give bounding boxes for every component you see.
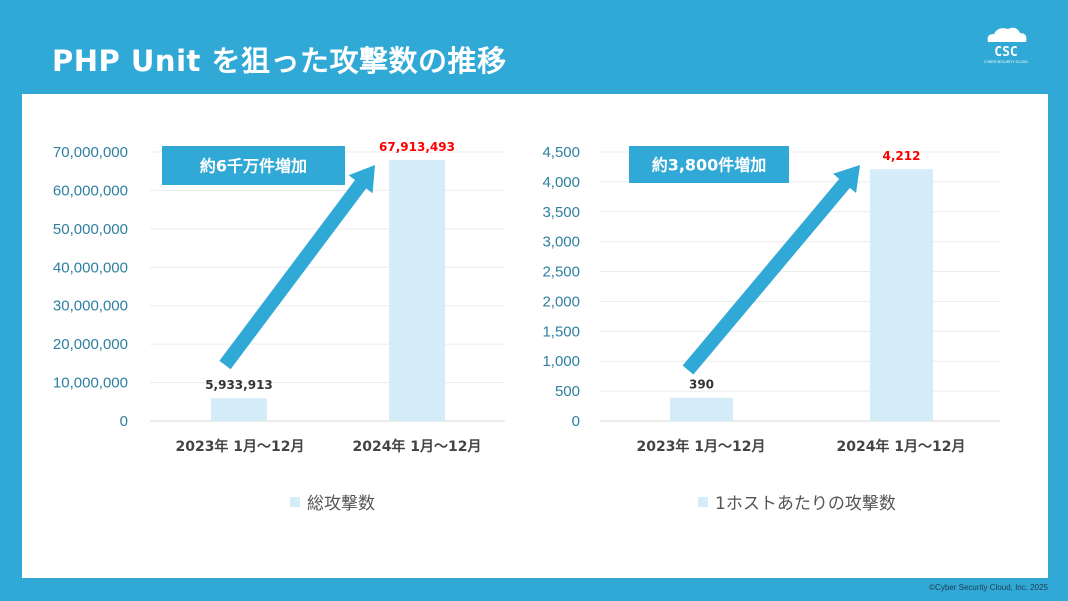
legend-swatch [290,497,300,507]
category-label: 2023年 1月～12月 [175,438,304,455]
data-label: 5,933,913 [205,378,273,392]
callout-text: 約6千万件増加 [200,157,307,176]
copyright: ©Cyber Security Cloud, Inc. 2025 [929,583,1048,592]
legend-label: 総攻撃数 [307,494,375,514]
data-label: 390 [689,378,714,392]
data-label: 67,913,493 [379,140,455,154]
increase-arrow-icon [219,165,375,370]
y-tick-label: 30,000,000 [53,298,128,315]
legend-label: 1ホストあたりの攻撃数 [715,494,896,514]
category-label: 2024年 1月～12月 [352,438,481,455]
callout-box [629,146,789,183]
y-tick-label: 40,000,000 [53,259,128,276]
y-tick-label: 2,500 [542,264,580,281]
y-tick-label: 70,000,000 [53,144,128,161]
y-tick-label: 4,000 [542,174,580,191]
data-label: 4,212 [883,149,921,163]
y-tick-label: 3,000 [542,234,580,251]
callout-box [162,146,345,185]
y-tick-label: 10,000,000 [53,375,128,392]
y-tick-label: 3,500 [542,204,580,221]
y-tick-label: 60,000,000 [53,182,128,199]
legend-swatch [698,497,708,507]
callout-text: 約3,800件増加 [652,156,767,175]
bar [389,160,445,422]
y-tick-label: 1,000 [542,353,580,370]
y-tick-label: 4,500 [542,144,580,161]
svg-text:CYBER SECURITY CLOUD: CYBER SECURITY CLOUD [984,60,1028,64]
y-tick-label: 50,000,000 [53,221,128,238]
svg-text:CSC: CSC [994,45,1017,60]
category-label: 2023年 1月～12月 [636,438,765,455]
page-title: PHP Unit を狙った攻撃数の推移 [52,44,507,78]
bar [670,397,733,421]
csc-logo: CSC CYBER SECURITY CLOUD [976,24,1036,66]
y-tick-label: 1,500 [542,323,580,340]
y-tick-label: 0 [120,413,128,430]
y-tick-label: 20,000,000 [53,336,128,353]
category-label: 2024年 1月～12月 [836,438,965,455]
increase-arrow-icon [682,165,860,375]
y-tick-label: 500 [555,383,580,400]
bar [870,169,933,421]
y-tick-label: 2,000 [542,293,580,310]
y-tick-label: 0 [572,413,580,430]
bar [211,398,267,421]
